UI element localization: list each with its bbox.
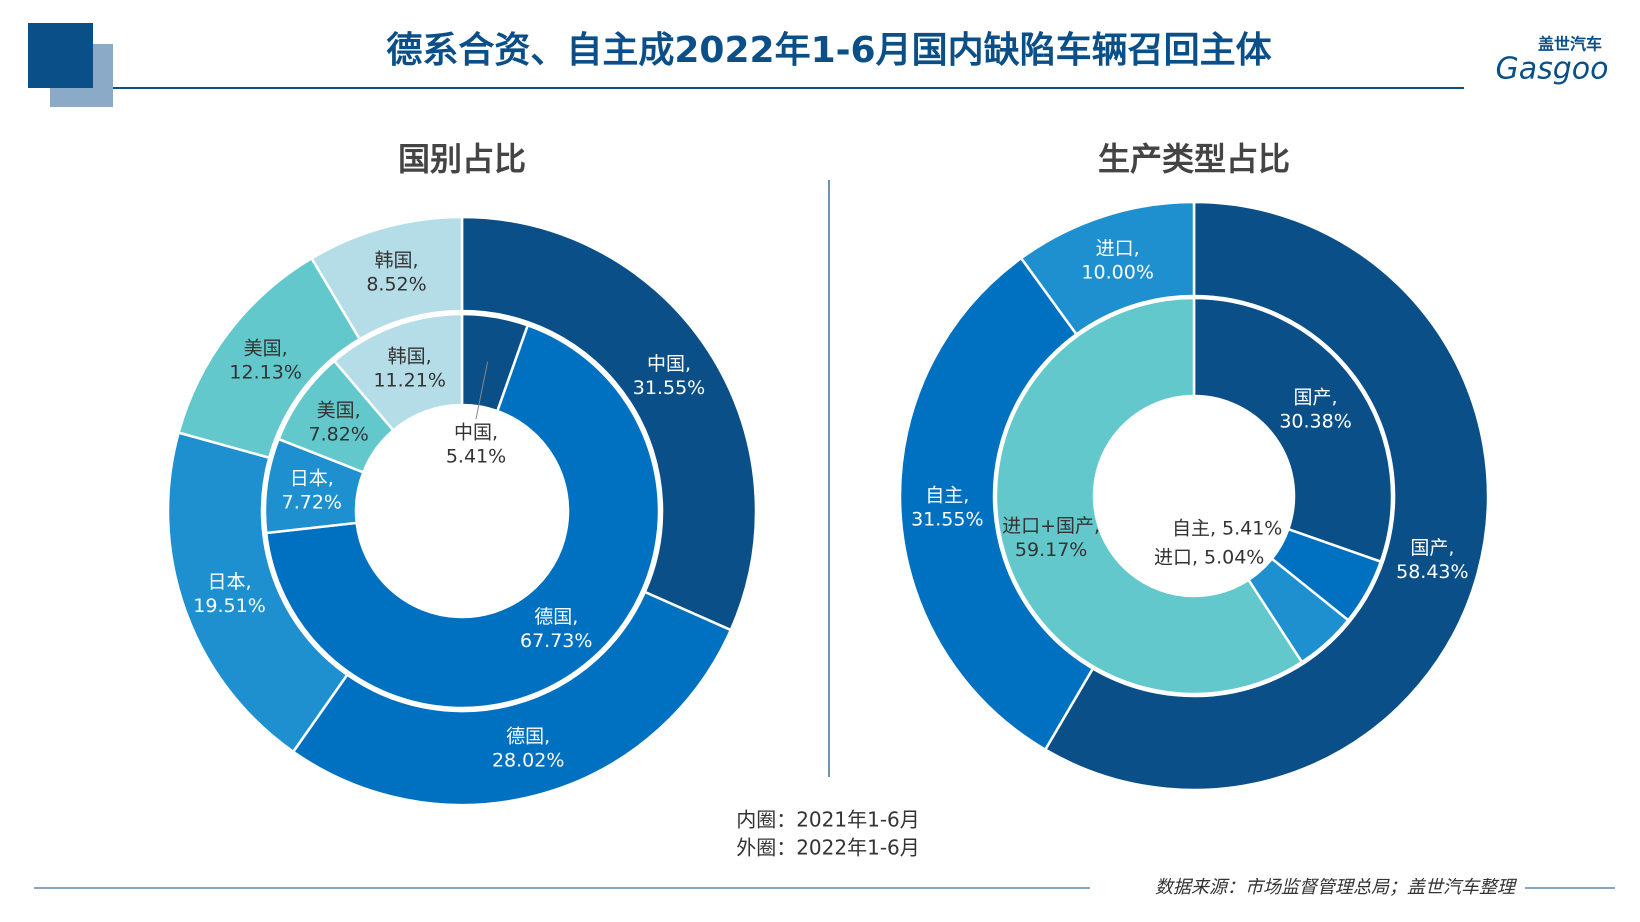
logo-cn: 盖世汽车	[1538, 35, 1602, 54]
data-label: 进口,	[1096, 238, 1140, 260]
data-label: 自主,	[925, 485, 969, 507]
data-label: 中国,	[454, 422, 498, 444]
slice	[1043, 200, 1490, 792]
slice	[994, 296, 1304, 696]
data-label: 59.17%	[1015, 539, 1087, 561]
data-label: 自主,	[1172, 518, 1216, 540]
chart-title: 生产类型占比	[1098, 140, 1290, 178]
data-label: 7.82%	[308, 424, 368, 446]
legend-note: 外圈：2022年1-6月	[736, 836, 920, 860]
chart-title: 国别占比	[398, 140, 526, 178]
leader-line	[475, 361, 489, 420]
data-label: 日本,	[290, 468, 334, 490]
data-label: 国产,	[1294, 386, 1338, 408]
data-label: 30.38%	[1279, 410, 1351, 432]
data-label: 12.13%	[229, 362, 301, 384]
source: 数据来源：市场监督管理总局；盖世汽车整理	[1155, 877, 1518, 898]
data-label: 5.04%	[1204, 547, 1264, 569]
data-label: 58.43%	[1396, 561, 1468, 583]
data-label: 国产,	[1410, 537, 1454, 559]
data-label: 美国,	[244, 338, 288, 360]
data-label: 5.41%	[1222, 518, 1282, 540]
data-label: 8.52%	[366, 273, 426, 295]
slice	[1192, 296, 1394, 564]
slice	[332, 312, 464, 433]
page-title: 德系合资、自主成2022年1-6月国内缺陷车辆召回主体	[386, 30, 1271, 71]
data-label: 进口+国产,	[1002, 515, 1100, 537]
logo-en: Gasgoo	[1495, 52, 1608, 87]
data-label: 10.00%	[1081, 262, 1153, 284]
slice	[460, 215, 758, 632]
slice	[898, 256, 1095, 752]
data-label: 中国,	[647, 353, 691, 375]
data-label: 进口,	[1154, 547, 1198, 569]
slice	[166, 431, 349, 754]
data-label: 19.51%	[193, 595, 265, 617]
data-label: 67.73%	[520, 630, 592, 652]
slice	[291, 590, 733, 807]
slice	[264, 323, 661, 710]
data-label: 日本,	[208, 571, 252, 593]
data-label: 31.55%	[911, 509, 983, 531]
slice	[1019, 200, 1196, 336]
data-label: 5.41%	[446, 446, 506, 468]
data-label: 11.21%	[373, 369, 445, 391]
data-label: 7.72%	[282, 492, 342, 514]
data-label: 28.02%	[492, 749, 564, 771]
header-deco	[28, 23, 93, 88]
data-label: 德国,	[506, 725, 550, 747]
data-label: 美国,	[317, 400, 361, 422]
legend-note: 内圈：2021年1-6月	[736, 808, 920, 832]
data-label: 韩国,	[374, 249, 418, 271]
slice	[309, 215, 464, 341]
data-label: 德国,	[534, 606, 578, 628]
data-label: 韩国,	[388, 345, 432, 367]
data-label: 31.55%	[633, 377, 705, 399]
